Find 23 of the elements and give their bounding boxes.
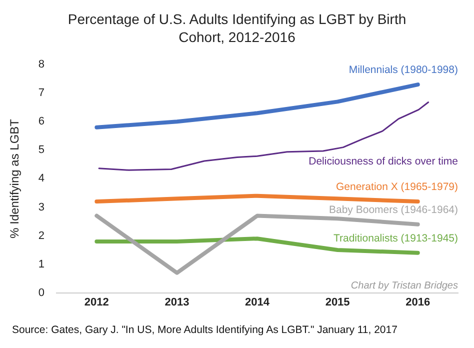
- y-tick-label: 8: [38, 58, 45, 71]
- series-label: Baby Boomers (1946-1964): [329, 204, 458, 216]
- series-label: Millennials (1980-1998): [348, 64, 458, 76]
- y-tick-label: 6: [38, 116, 45, 128]
- annotation: Chart by Tristan Bridges: [350, 280, 458, 292]
- y-tick-label: 2: [38, 230, 45, 242]
- y-tick-label: 5: [38, 144, 45, 156]
- series-label: Traditionalists (1913-1945): [333, 232, 458, 245]
- x-tick-label: 2016: [406, 296, 430, 308]
- x-tick-label: 2012: [84, 296, 109, 308]
- y-axis-title: % Identifying as LGBT: [8, 118, 22, 238]
- y-tick-label: 4: [38, 172, 45, 185]
- source-note: Source: Gates, Gary J. "In US, More Adults Identifying As LGBT." January 11, 2017: [12, 324, 398, 336]
- y-tick-label: 0: [38, 286, 45, 299]
- chart-title: Percentage of U.S. Adults Identifying as LGBT by Birth Cohort, 2012-2016: [66, 10, 408, 46]
- y-tick-label: 1: [38, 258, 45, 270]
- series-label: Generation X (1965-1979): [336, 181, 458, 194]
- y-tick-label: 3: [38, 201, 45, 214]
- y-tick-label: 7: [38, 87, 45, 100]
- x-tick-label: 2015: [325, 296, 350, 308]
- x-tick-label: 2013: [164, 296, 190, 308]
- x-tick-label: 2014: [245, 296, 270, 308]
- series-label: Deliciousness of dicks over time: [308, 155, 458, 168]
